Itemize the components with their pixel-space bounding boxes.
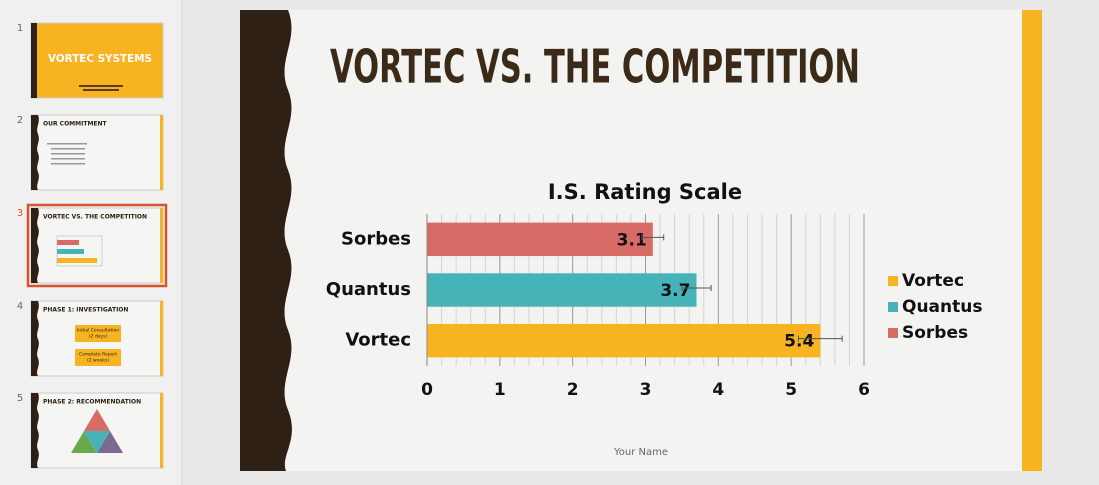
data-label: 3.1 (617, 230, 647, 250)
thumb-tri (84, 409, 110, 431)
thumb-accent (160, 208, 163, 283)
data-label: 5.4 (784, 332, 814, 352)
thumb-title: OUR COMMITMENT (43, 121, 108, 128)
category-label: Sorbes (341, 228, 411, 249)
thumb-text-line (51, 148, 85, 150)
thumb-chart-bar (57, 258, 97, 263)
thumb-chart-bar (57, 249, 84, 254)
slide-number: 5 (17, 393, 23, 404)
slide-number: 2 (17, 115, 23, 126)
x-tick-label: 5 (785, 380, 797, 400)
x-tick-label: 0 (421, 380, 433, 400)
slide-thumbnail[interactable]: 2 OUR COMMITMENT (17, 114, 164, 191)
chart: I.S. Rating Scale 0 1 2 3 4 5 6 Vortec 5.4 Quantu… (326, 180, 983, 400)
legend-label: Vortec (902, 271, 964, 291)
thumb-accent (160, 301, 163, 376)
thumb-strip (31, 23, 37, 98)
x-tick-label: 4 (712, 380, 724, 400)
legend-label: Quantus (902, 297, 982, 317)
slide-title: VORTEC VS. THE COMPETITION (330, 40, 860, 94)
thumb-accent (160, 115, 163, 190)
slide-thumbnail[interactable]: 1 VORTEC SYSTEMS (17, 22, 164, 99)
thumb-text-line (51, 153, 85, 155)
thumb-subtitle (79, 85, 123, 87)
slide-number: 1 (17, 23, 23, 34)
slide-thumbnail[interactable]: 3 VORTEC VS. THE COMPETITION (17, 203, 168, 288)
thumb-box-text: (2 weeks) (87, 358, 109, 364)
bar (427, 273, 697, 307)
thumb-chart-frame (56, 235, 103, 267)
thumb-title: PHASE 2: RECOMMENDATION (43, 399, 141, 406)
thumb-strip (31, 393, 39, 468)
error-bar (641, 234, 665, 241)
thumb-title: VORTEC VS. THE COMPETITION (43, 214, 147, 221)
thumb-tri (97, 431, 123, 453)
thumb-box-text: (2 days) (89, 334, 108, 340)
thumb-subtitle (83, 89, 119, 91)
thumb-strip (31, 301, 39, 376)
x-tick-label: 1 (494, 380, 506, 400)
x-tick-label: 6 (858, 380, 870, 400)
x-tick-label: 3 (640, 380, 652, 400)
legend-label: Sorbes (902, 323, 968, 343)
data-label: 3.7 (660, 281, 690, 301)
thumb-tri (84, 431, 110, 453)
thumb-tri (71, 431, 97, 453)
slide-number: 3 (17, 208, 23, 219)
thumb-box (75, 325, 121, 342)
slide-number: 4 (17, 301, 23, 312)
slide-side-strip (240, 10, 292, 471)
slide-accent-bar (1022, 10, 1042, 471)
thumb-accent (160, 393, 163, 468)
thumb-box-text: Initial Consultation (77, 328, 119, 334)
category-label: Vortec (345, 330, 411, 351)
legend-swatch (888, 276, 898, 286)
thumbnail-list: 1 VORTEC SYSTEMS 2 OUR COMMITMENT 3 VORTEC VS… (17, 22, 168, 469)
thumb-text-line (47, 143, 87, 145)
thumb-title: VORTEC SYSTEMS (48, 52, 152, 65)
legend-swatch (888, 328, 898, 338)
thumb-text-line (51, 163, 85, 165)
thumb-box-text: Complete Report (79, 352, 117, 358)
thumb-text-line (51, 158, 85, 160)
bar (427, 323, 821, 358)
slide-thumbnail[interactable]: 4 PHASE 1: INVESTIGATION Initial Consultat… (17, 300, 164, 377)
selection-border (26, 203, 168, 288)
legend-swatch (888, 302, 898, 312)
slide-footer: Your Name (613, 447, 668, 458)
thumb-strip (31, 115, 39, 190)
error-bar (681, 285, 712, 291)
thumb-bg (30, 114, 164, 191)
thumb-title: PHASE 1: INVESTIGATION (43, 307, 128, 314)
thumb-box (75, 349, 121, 366)
x-tick-label: 2 (567, 380, 579, 400)
slide-thumbnail[interactable]: 5 PHASE 2: RECOMMENDATION (17, 392, 164, 469)
chart-title: I.S. Rating Scale (548, 180, 742, 204)
error-bar (797, 335, 843, 342)
category-label: Quantus (326, 279, 411, 300)
bar (427, 222, 653, 257)
thumb-strip (31, 208, 39, 283)
thumb-chart-bar (57, 240, 79, 245)
